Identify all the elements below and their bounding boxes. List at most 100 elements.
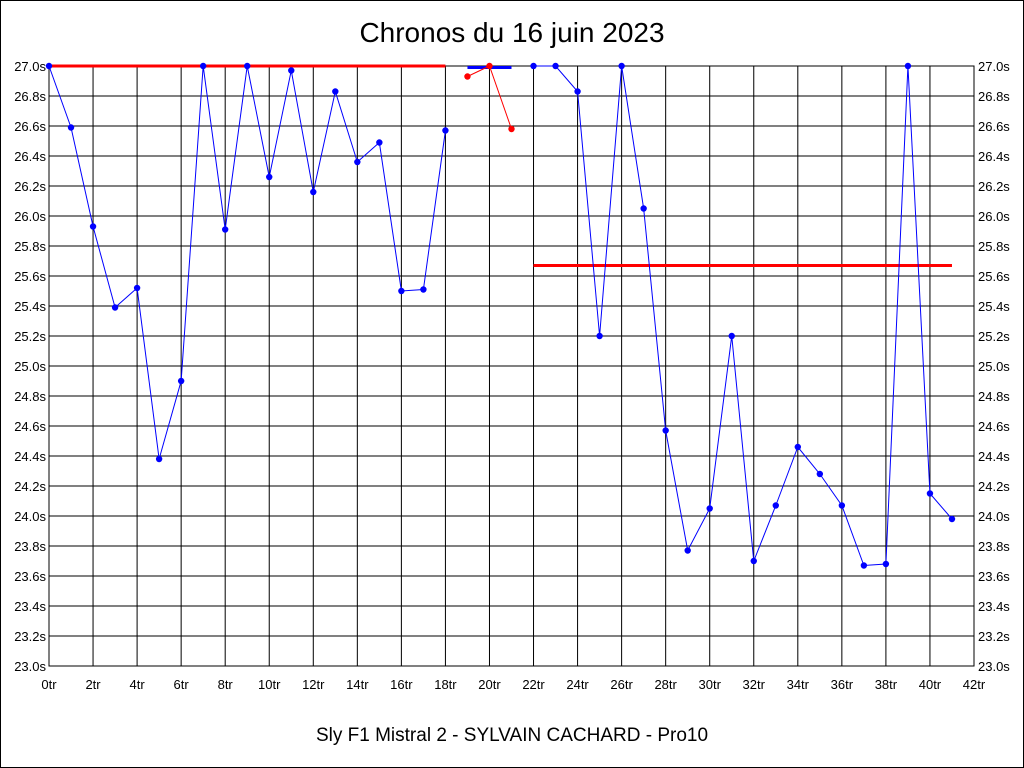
y-tick-label-right: 27.0s xyxy=(978,59,1010,74)
x-tick-label: 20tr xyxy=(478,677,501,692)
data-point xyxy=(552,62,559,70)
y-tick-label-left: 24.6s xyxy=(14,419,46,434)
y-tick-label-left: 25.6s xyxy=(14,269,46,284)
x-tick-label: 24tr xyxy=(566,677,589,692)
y-tick-label-left: 25.8s xyxy=(14,239,46,254)
data-point xyxy=(794,443,802,451)
data-point xyxy=(816,470,824,478)
data-point xyxy=(464,73,471,80)
data-point xyxy=(199,62,207,70)
y-tick-label-left: 24.0s xyxy=(14,509,46,524)
y-tick-label-right: 26.2s xyxy=(978,179,1010,194)
y-tick-label-right: 24.6s xyxy=(978,419,1010,434)
y-tick-label-left: 25.0s xyxy=(14,359,46,374)
y-tick-label-left: 23.4s xyxy=(14,599,46,614)
y-tick-label-left: 23.0s xyxy=(14,659,46,674)
data-point xyxy=(728,332,735,340)
y-tick-label-left: 27.0s xyxy=(14,59,46,74)
data-point xyxy=(640,205,647,212)
data-point xyxy=(530,62,537,70)
x-tick-label: 32tr xyxy=(743,677,766,692)
data-point xyxy=(89,223,97,230)
y-tick-label-left: 23.2s xyxy=(14,629,46,644)
y-tick-label-left: 26.0s xyxy=(14,209,46,224)
y-tick-label-right: 23.6s xyxy=(978,569,1010,584)
data-point xyxy=(45,62,53,70)
y-tick-label-right: 25.4s xyxy=(978,299,1010,314)
chart-title: Chronos du 16 juin 2023 xyxy=(359,17,665,48)
data-point xyxy=(618,62,625,70)
y-tick-label-right: 25.8s xyxy=(978,239,1010,254)
y-tick-label-left: 24.4s xyxy=(14,449,46,464)
data-point xyxy=(244,62,251,70)
x-tick-label: 28tr xyxy=(654,677,677,692)
data-point xyxy=(376,139,383,146)
series-line xyxy=(533,65,953,567)
data-point xyxy=(772,502,779,509)
data-point xyxy=(750,557,757,565)
x-tick-label: 14tr xyxy=(346,677,369,692)
data-point xyxy=(882,560,890,568)
x-tick-label: 26tr xyxy=(610,677,633,692)
data-point xyxy=(596,332,603,340)
y-tick-label-right: 24.8s xyxy=(978,389,1010,404)
series-line xyxy=(48,65,446,460)
y-tick-label-left: 24.2s xyxy=(14,479,46,494)
x-tick-label: 18tr xyxy=(434,677,457,692)
data-point xyxy=(310,188,317,196)
data-point xyxy=(706,505,713,512)
x-tick-label: 22tr xyxy=(522,677,545,692)
y-tick-label-right: 26.0s xyxy=(978,209,1010,224)
x-tick-label: 16tr xyxy=(390,677,413,692)
x-tick-label: 8tr xyxy=(218,677,234,692)
y-tick-label-right: 26.4s xyxy=(978,149,1010,164)
x-tick-label: 40tr xyxy=(919,677,942,692)
y-tick-label-right: 23.8s xyxy=(978,539,1010,554)
y-tick-label-left: 23.8s xyxy=(14,539,46,554)
x-tick-label: 6tr xyxy=(174,677,190,692)
y-tick-label-left: 26.4s xyxy=(14,149,46,164)
y-tick-label-left: 26.6s xyxy=(14,119,46,134)
data-point xyxy=(332,88,339,95)
y-tick-label-right: 23.4s xyxy=(978,599,1010,614)
data-point xyxy=(508,125,515,133)
y-tick-label-right: 26.8s xyxy=(978,89,1010,104)
x-tick-label: 34tr xyxy=(787,677,810,692)
y-tick-label-left: 25.4s xyxy=(14,299,46,314)
data-point xyxy=(904,62,912,70)
data-point xyxy=(155,455,163,463)
y-tick-label-right: 24.4s xyxy=(978,449,1010,464)
data-point xyxy=(486,62,493,70)
y-tick-label-right: 25.6s xyxy=(978,269,1010,284)
x-tick-label: 2tr xyxy=(85,677,101,692)
y-tick-label-right: 26.6s xyxy=(978,119,1010,134)
data-point xyxy=(948,515,956,523)
data-point xyxy=(926,490,934,497)
data-point xyxy=(111,304,119,311)
x-tick-label: 38tr xyxy=(875,677,898,692)
data-point xyxy=(266,173,273,181)
data-point xyxy=(860,562,868,569)
x-tick-label: 42tr xyxy=(963,677,986,692)
y-tick-label-left: 26.8s xyxy=(14,89,46,104)
data-point xyxy=(67,124,75,131)
data-point xyxy=(354,158,361,166)
chart-subtitle: Sly F1 Mistral 2 - SYLVAIN CACHARD - Pro… xyxy=(315,725,709,746)
y-tick-label-left: 25.2s xyxy=(14,329,46,344)
x-tick-label: 12tr xyxy=(302,677,325,692)
data-point xyxy=(684,547,691,554)
y-tick-label-left: 23.6s xyxy=(14,569,46,584)
x-tick-label: 10tr xyxy=(258,677,281,692)
y-tick-label-right: 25.0s xyxy=(978,359,1010,374)
data-point xyxy=(288,67,295,74)
data-point xyxy=(420,286,427,293)
y-tick-label-right: 25.2s xyxy=(978,329,1010,344)
y-tick-label-left: 24.8s xyxy=(14,389,46,404)
data-point xyxy=(398,287,405,295)
data-point xyxy=(133,284,141,292)
x-tick-label: 4tr xyxy=(130,677,146,692)
data-point xyxy=(662,427,669,434)
data-point xyxy=(442,127,449,134)
